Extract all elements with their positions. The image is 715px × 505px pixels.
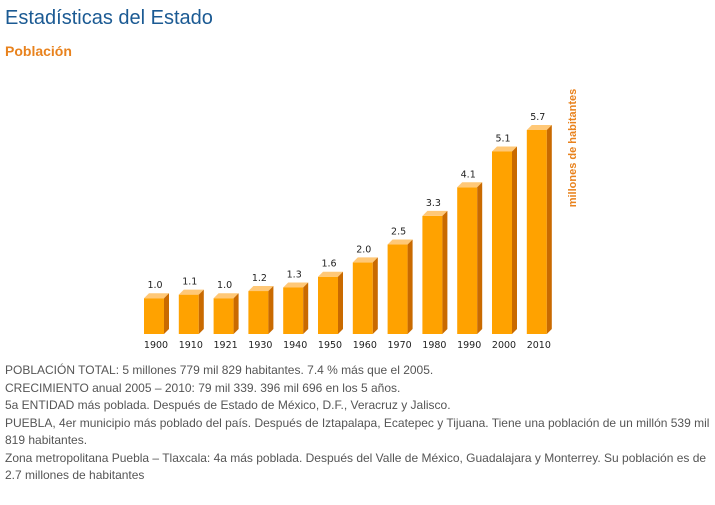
bars-group xyxy=(144,125,552,334)
bar-1970 xyxy=(387,239,413,334)
value-label: 1.3 xyxy=(287,269,302,280)
bar-front xyxy=(457,187,478,334)
x-tick-label: 1970 xyxy=(388,340,412,351)
x-tick-label: 1930 xyxy=(248,340,272,351)
bar-top xyxy=(422,210,448,216)
note-annual-growth: CRECIMIENTO anual 2005 – 2010: 79 mil 33… xyxy=(5,380,401,395)
bar-top xyxy=(213,293,239,299)
value-label: 1.1 xyxy=(182,277,197,288)
bar-top xyxy=(387,239,413,245)
bar-2010 xyxy=(526,125,552,334)
bar-top xyxy=(492,146,517,152)
bar-side xyxy=(477,182,483,334)
value-label: 2.0 xyxy=(356,244,371,255)
value-label: 1.0 xyxy=(217,280,232,291)
bar-side xyxy=(546,125,552,334)
bar-1940 xyxy=(283,282,309,334)
population-bar-chart: 1.0 1.1 1.0 1.2 1.3 1.6 2.0 2.5 3.3 4.1 5.1 5.7 190… xyxy=(144,89,579,351)
x-tick-label: 1900 xyxy=(144,340,168,351)
bar-1980 xyxy=(422,210,448,334)
x-tick-label: 1980 xyxy=(422,340,446,351)
note-metro-zone: Zona metropolitana Puebla – Tlaxcala: 4a… xyxy=(5,450,707,483)
value-label: 1.2 xyxy=(252,273,267,284)
bar-top xyxy=(248,286,274,292)
x-tick-label: 2010 xyxy=(527,340,551,351)
note-state-ranking: 5a ENTIDAD más poblada. Después de Estad… xyxy=(5,398,451,412)
bar-front xyxy=(422,215,443,334)
value-label: 5.7 xyxy=(530,112,545,123)
bar-front xyxy=(178,294,199,334)
value-label: 2.5 xyxy=(391,227,406,238)
value-label: 3.3 xyxy=(426,198,441,209)
value-label: 4.1 xyxy=(461,169,476,180)
bar-top xyxy=(144,293,169,299)
value-label: 1.0 xyxy=(147,280,162,291)
bar-1960 xyxy=(352,257,378,334)
bar-side xyxy=(372,257,378,334)
x-tick-label: 2000 xyxy=(492,340,516,351)
bar-front xyxy=(492,151,512,334)
bar-side xyxy=(164,293,169,334)
x-tick-label: 1950 xyxy=(318,340,342,351)
bar-side xyxy=(303,282,309,334)
bar-1990 xyxy=(457,182,483,334)
bar-1930 xyxy=(248,286,274,334)
bar-side xyxy=(512,146,517,334)
bar-front xyxy=(387,244,408,334)
bar-1921 xyxy=(213,293,239,334)
bar-front xyxy=(213,298,234,334)
x-tick-labels-group: 1900 1910 1921 1930 1940 1950 1960 1970 1980 1990… xyxy=(144,340,551,351)
bar-side xyxy=(407,239,413,334)
bar-side xyxy=(198,289,204,334)
bar-top xyxy=(178,289,204,295)
bar-side xyxy=(442,210,448,334)
bar-top xyxy=(526,125,552,130)
population-notes: POBLACIÓN TOTAL: 5 millones 779 mil 829 … xyxy=(5,362,710,485)
bar-1910 xyxy=(178,289,204,334)
bar-2000 xyxy=(492,146,517,334)
bar-side xyxy=(268,286,274,334)
note-total-population: POBLACIÓN TOTAL: 5 millones 779 mil 829 … xyxy=(5,363,434,377)
bar-front xyxy=(352,262,373,334)
x-tick-label: 1921 xyxy=(214,340,238,351)
bar-front xyxy=(526,130,547,334)
bar-side xyxy=(233,293,239,334)
bar-front xyxy=(283,287,304,334)
bar-1950 xyxy=(318,271,343,334)
x-tick-label: 1940 xyxy=(283,340,307,351)
x-tick-label: 1910 xyxy=(179,340,203,351)
x-tick-label: 1990 xyxy=(457,340,481,351)
page-title: Estadísticas del Estado xyxy=(5,7,213,29)
note-puebla-municipality: PUEBLA, 4er municipio más poblado del pa… xyxy=(5,415,710,448)
bar-front xyxy=(248,291,269,334)
bar-top xyxy=(318,271,343,277)
section-title: Población xyxy=(5,43,72,59)
bar-top xyxy=(283,282,309,288)
value-labels-group: 1.0 1.1 1.0 1.2 1.3 1.6 2.0 2.5 3.3 4.1 5.1 5.7 xyxy=(147,112,545,291)
y-axis-label: millones de habitantes xyxy=(567,89,579,208)
bar-top xyxy=(457,182,483,188)
x-tick-label: 1960 xyxy=(353,340,377,351)
bar-front xyxy=(144,298,164,334)
value-label: 1.6 xyxy=(321,259,336,270)
bar-top xyxy=(352,257,378,263)
bar-1900 xyxy=(144,293,169,334)
bar-front xyxy=(318,276,338,334)
bar-side xyxy=(338,271,343,334)
value-label: 5.1 xyxy=(495,133,510,144)
